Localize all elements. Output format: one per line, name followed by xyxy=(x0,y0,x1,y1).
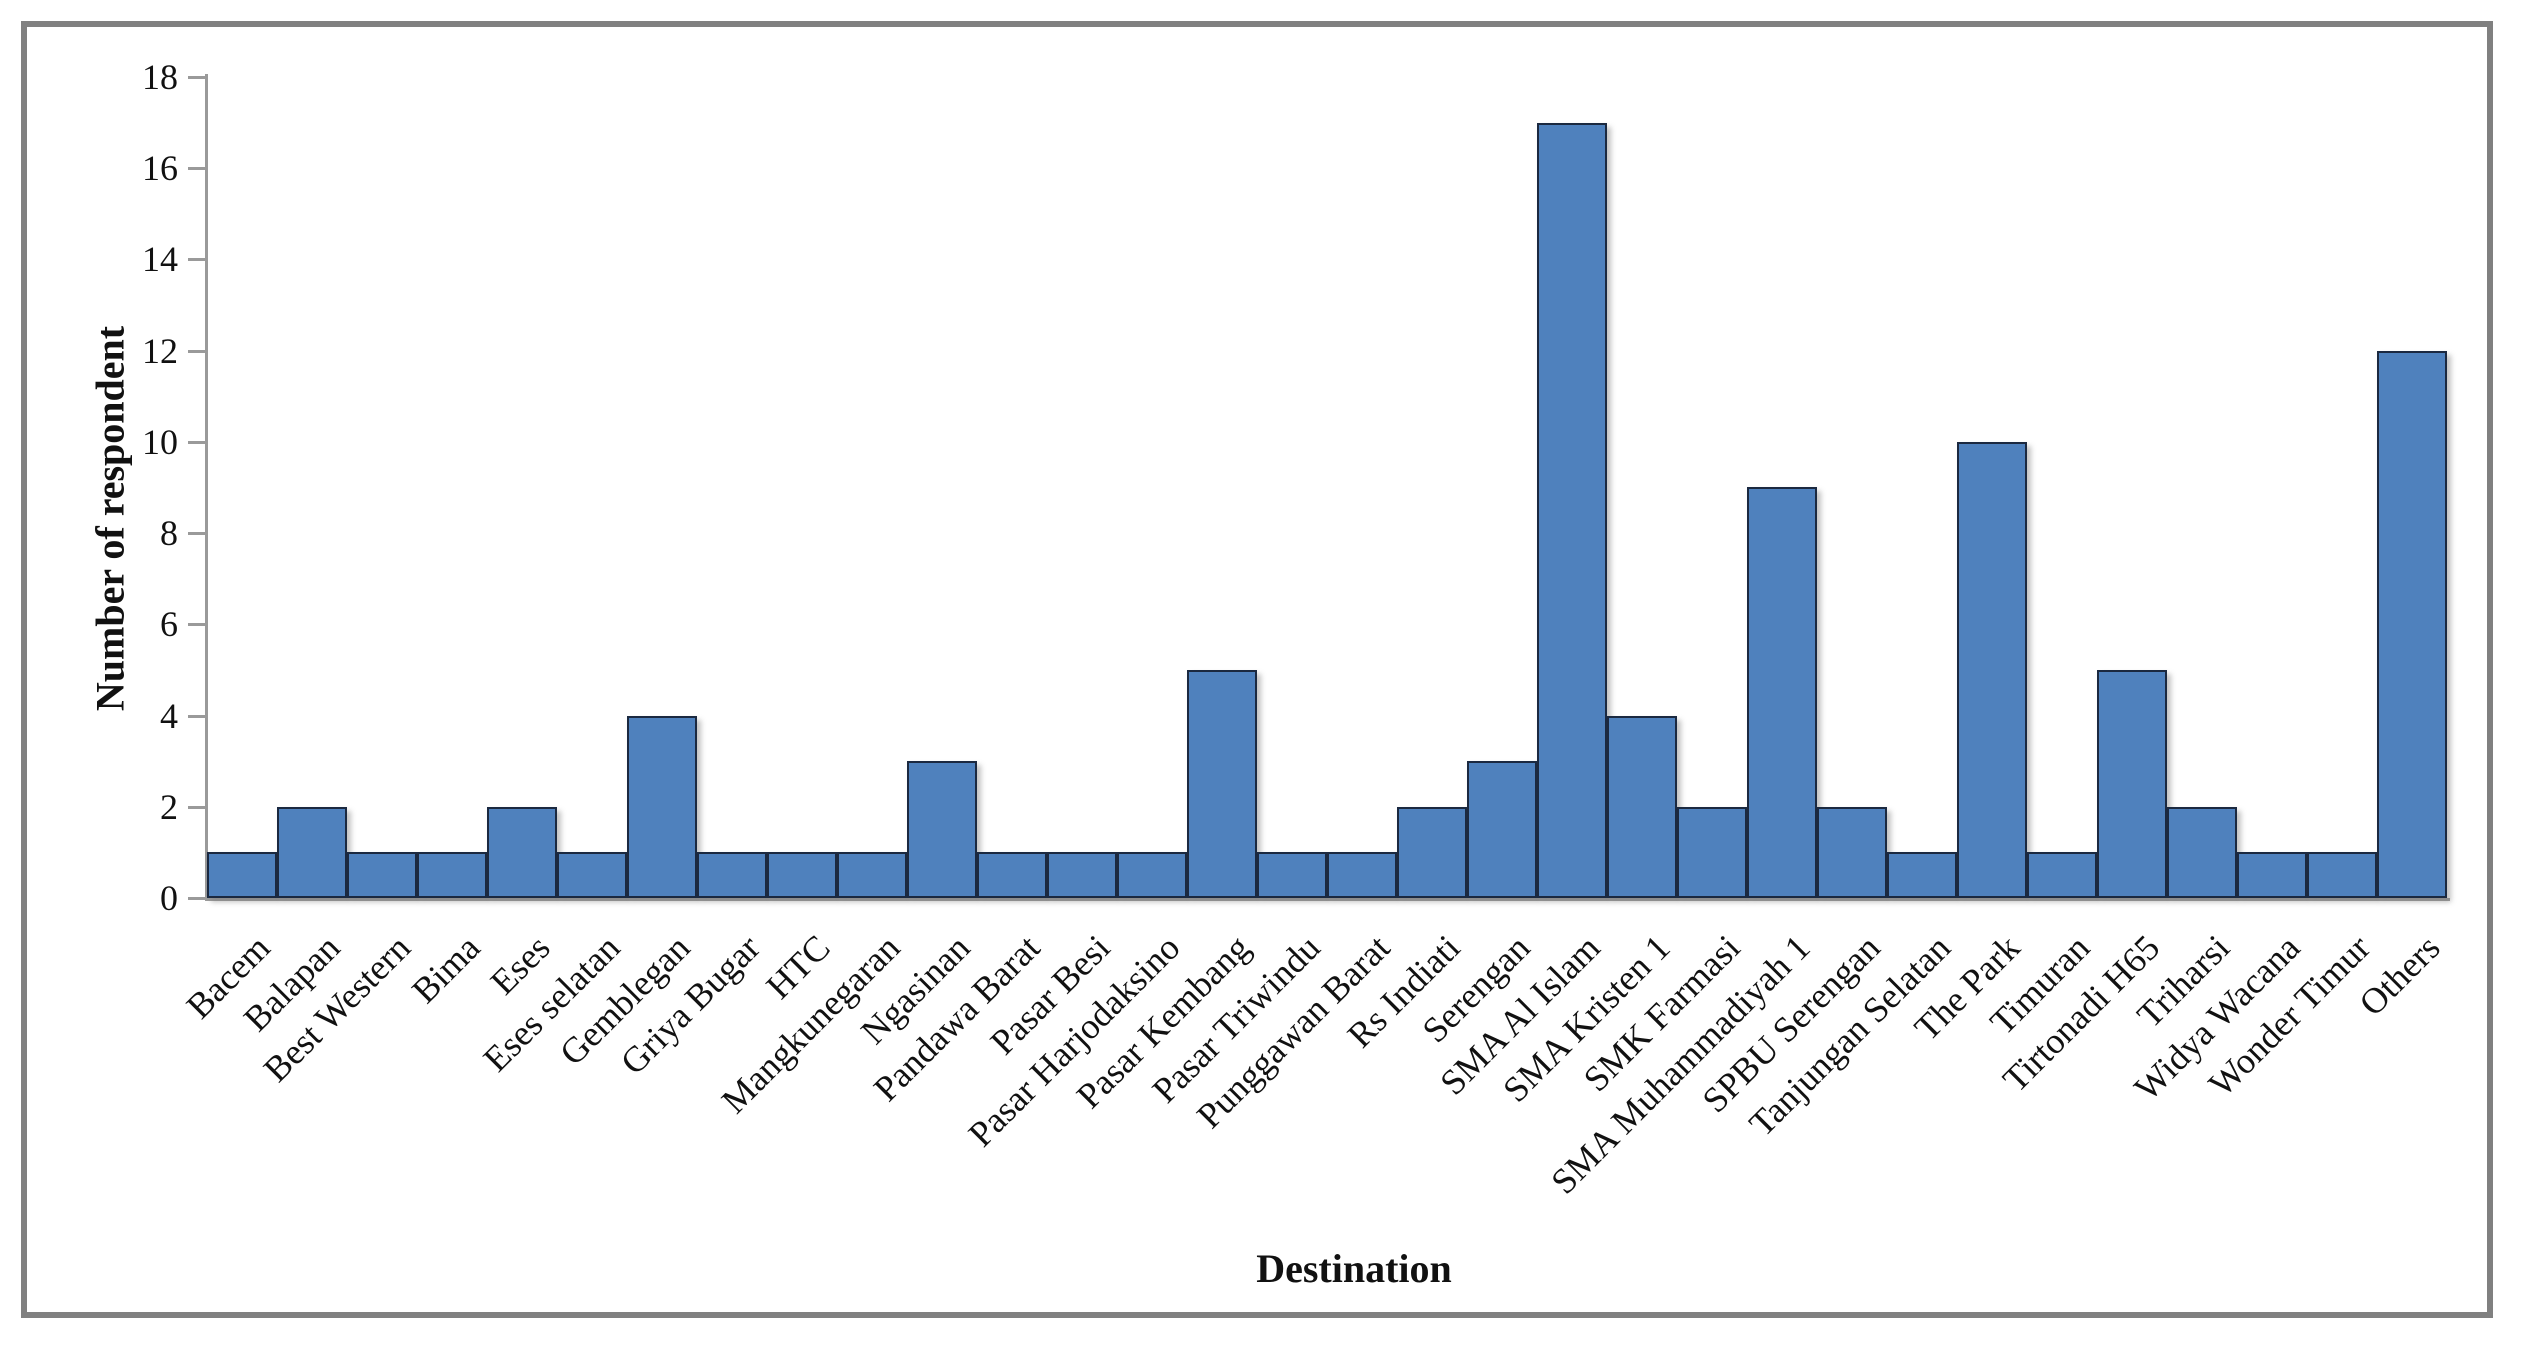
y-tick-label: 0 xyxy=(160,878,178,918)
y-tick-mark xyxy=(188,349,207,353)
bar xyxy=(1887,852,1957,898)
y-tick-label: 12 xyxy=(142,330,178,371)
y-axis-line xyxy=(205,74,208,901)
bar xyxy=(277,807,347,898)
y-tick-mark xyxy=(188,805,207,809)
bar xyxy=(627,716,697,898)
bar xyxy=(1047,852,1117,898)
bar xyxy=(697,852,767,898)
x-axis-title: Destination xyxy=(1256,1246,1452,1291)
y-tick-mark xyxy=(188,76,207,79)
bar xyxy=(487,807,557,898)
bar xyxy=(767,852,837,898)
bar xyxy=(1817,807,1887,898)
bar xyxy=(1327,852,1397,898)
bar xyxy=(837,852,907,898)
y-tick-mark xyxy=(188,440,207,444)
y-tick-label: 10 xyxy=(142,421,178,462)
bar xyxy=(2027,852,2097,898)
y-tick-label: 16 xyxy=(142,148,178,189)
y-tick-mark xyxy=(188,258,207,262)
bar xyxy=(1187,670,1257,898)
y-tick-mark xyxy=(188,714,207,718)
bar xyxy=(2307,852,2377,898)
bar xyxy=(1607,716,1677,898)
bar xyxy=(557,852,627,898)
y-tick-label: 2 xyxy=(160,786,178,827)
bar xyxy=(1257,852,1327,898)
bar xyxy=(1397,807,1467,898)
bar xyxy=(1957,442,2027,898)
bar xyxy=(907,761,977,898)
y-tick-mark xyxy=(188,623,207,627)
y-tick-label: 4 xyxy=(160,695,178,736)
bar xyxy=(1747,487,1817,898)
y-tick-mark xyxy=(188,897,207,900)
chart-frame: Number of respondent Destination xyxy=(21,21,2493,1318)
y-tick-mark xyxy=(188,532,207,536)
bar xyxy=(2237,852,2307,898)
bar xyxy=(2097,670,2167,898)
y-tick-label: 8 xyxy=(160,513,178,554)
bar xyxy=(1467,761,1537,898)
bar xyxy=(977,852,1047,898)
y-tick-label: 6 xyxy=(160,604,178,645)
y-tick-label: 14 xyxy=(142,239,178,280)
bar xyxy=(207,852,277,898)
bar xyxy=(347,852,417,898)
bar xyxy=(417,852,487,898)
bar xyxy=(1117,852,1187,898)
x-axis-line xyxy=(205,898,2450,901)
y-tick-label: 18 xyxy=(142,57,178,97)
bar xyxy=(2377,351,2447,898)
y-tick-mark xyxy=(188,167,207,171)
bar xyxy=(1677,807,1747,898)
bar xyxy=(1537,123,1607,898)
bar xyxy=(2167,807,2237,898)
